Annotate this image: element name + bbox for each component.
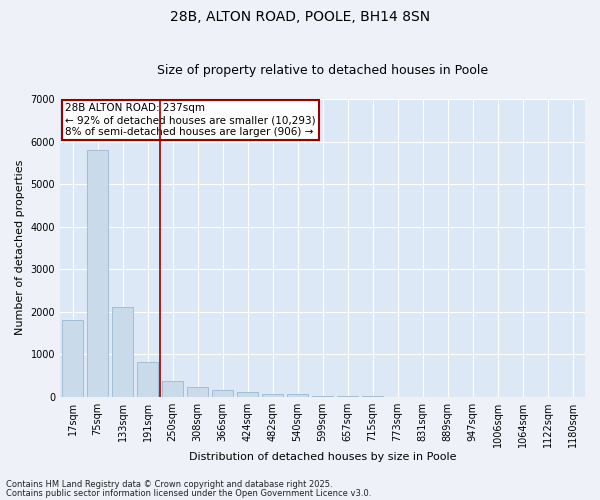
Bar	[237, 392, 258, 396]
Bar	[187, 387, 208, 396]
Bar	[162, 382, 183, 396]
Bar	[262, 394, 283, 396]
Bar	[87, 150, 108, 396]
Text: 28B, ALTON ROAD, POOLE, BH14 8SN: 28B, ALTON ROAD, POOLE, BH14 8SN	[170, 10, 430, 24]
Text: 28B ALTON ROAD: 237sqm
← 92% of detached houses are smaller (10,293)
8% of semi-: 28B ALTON ROAD: 237sqm ← 92% of detached…	[65, 104, 316, 136]
Text: Contains public sector information licensed under the Open Government Licence v3: Contains public sector information licen…	[6, 488, 371, 498]
Y-axis label: Number of detached properties: Number of detached properties	[15, 160, 25, 336]
Bar	[112, 308, 133, 396]
Bar	[287, 394, 308, 396]
X-axis label: Distribution of detached houses by size in Poole: Distribution of detached houses by size …	[189, 452, 456, 462]
Bar	[62, 320, 83, 396]
Bar	[137, 362, 158, 396]
Text: Contains HM Land Registry data © Crown copyright and database right 2025.: Contains HM Land Registry data © Crown c…	[6, 480, 332, 489]
Title: Size of property relative to detached houses in Poole: Size of property relative to detached ho…	[157, 64, 488, 77]
Bar	[212, 390, 233, 396]
